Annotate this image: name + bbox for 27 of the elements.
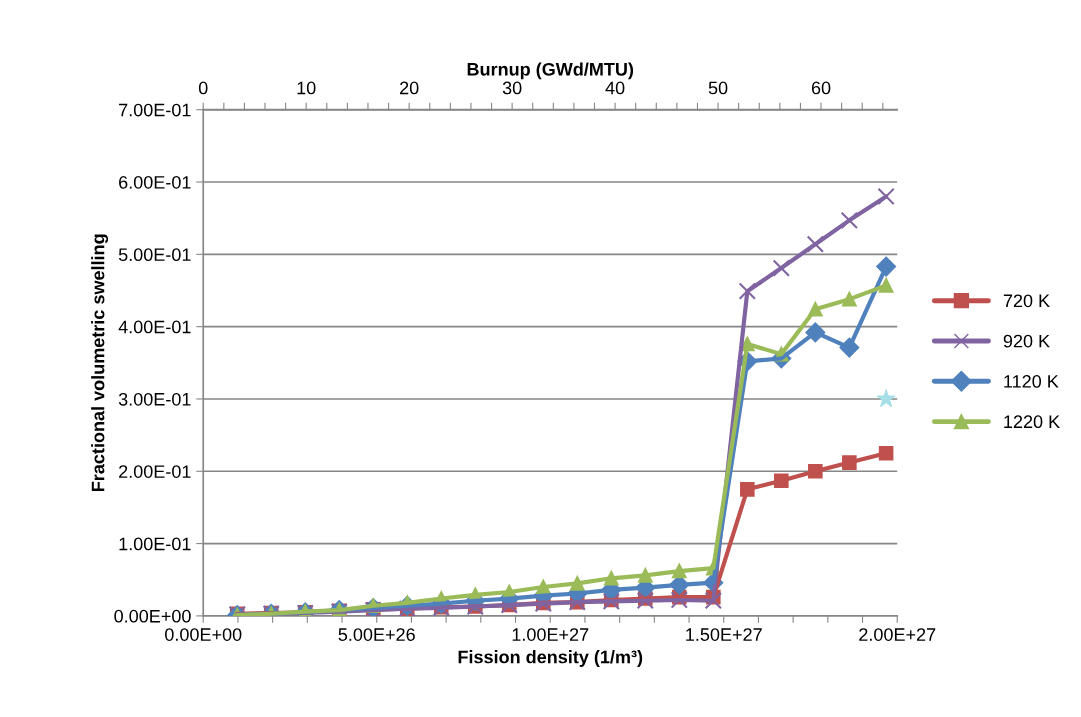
y-tick-label: 1.00E-01 <box>119 537 191 551</box>
legend-label: 720 K <box>1003 294 1050 308</box>
y-tick-label: 4.00E-01 <box>118 320 191 334</box>
y-tick-label: 6.00E-01 <box>119 175 191 189</box>
x-tick-label: 1.50E+27 <box>686 628 762 641</box>
x2-tick-label: 40 <box>605 81 625 95</box>
legend-label: 1120 K <box>1004 375 1059 388</box>
y-tick-label: 0.00E+00 <box>114 609 191 623</box>
x-tick-label: 0.00E+00 <box>165 628 242 641</box>
x2-tick-label: 10 <box>297 81 316 95</box>
x2-tick-label: 20 <box>400 81 419 95</box>
x2-tick-label: 30 <box>502 81 522 95</box>
y-tick-label: 2.00E-01 <box>119 465 191 478</box>
x-tick-label: 2.00E+27 <box>859 628 936 641</box>
x2-tick-label: 50 <box>708 81 728 95</box>
y-tick-label: 7.00E-01 <box>119 103 191 117</box>
legend-label: 1220 K <box>1004 415 1060 429</box>
x-tick-label: 1.00E+27 <box>512 628 589 641</box>
x2-tick-label: 0 <box>198 81 208 95</box>
legend-label: 920 K <box>1003 334 1050 348</box>
y-tick-label: 3.00E-01 <box>118 392 191 406</box>
y-tick-label: 5.00E-01 <box>118 248 191 262</box>
x-axis-title: Fission density (1/m³) <box>458 650 643 667</box>
y-axis-title: Fractional volumetric swelling <box>91 234 109 492</box>
x2-axis-title: Burnup (GWd/MTU) <box>467 62 634 80</box>
x-tick-label: 5.00E+26 <box>338 628 415 641</box>
x2-tick-label: 60 <box>811 81 831 95</box>
